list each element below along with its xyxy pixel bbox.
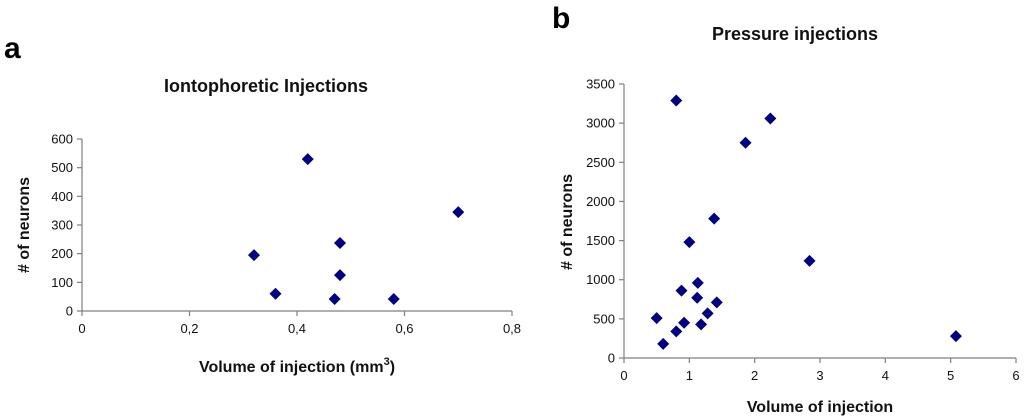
chart-b-x-tick-label: 5 xyxy=(947,368,954,383)
chart-a-y-tick-label: 200 xyxy=(51,246,73,261)
chart-a-point xyxy=(301,153,314,166)
chart-a-y-tick-label: 0 xyxy=(66,304,73,319)
chart-b-y-tick-label: 500 xyxy=(593,311,615,326)
chart-b-point xyxy=(691,276,704,289)
chart-a-point xyxy=(452,206,465,219)
chart-a-x-tick-label: 0,6 xyxy=(395,321,413,336)
chart-a-point xyxy=(334,269,346,282)
chart-a-x-label: Volume of injection (mm3) xyxy=(199,356,395,376)
chart-a-points xyxy=(248,153,465,305)
chart-a-point xyxy=(387,292,400,305)
chart-a-x-tick-label: 0,2 xyxy=(180,321,198,336)
chart-a-y-tick-label: 500 xyxy=(51,160,73,175)
chart-a-x-tick-label: 0,8 xyxy=(503,321,521,336)
chart-a-y-tick-label: 400 xyxy=(51,189,73,204)
chart-a-point xyxy=(269,287,282,300)
chart-b-y-tick-label: 1000 xyxy=(586,272,615,287)
chart-b-x-tick-label: 0 xyxy=(620,368,627,383)
chart-b-point xyxy=(739,136,752,149)
chart-b-title: Pressure injections xyxy=(712,24,878,44)
chart-b-x-tick-label: 3 xyxy=(816,368,823,383)
chart-b-point xyxy=(678,316,691,329)
chart-b-x-tick-label: 2 xyxy=(751,368,758,383)
chart-b-point xyxy=(691,291,704,304)
chart-b-x-tick-label: 4 xyxy=(882,368,889,383)
chart-b-point xyxy=(657,337,670,350)
chart-b-point xyxy=(683,236,696,249)
chart-b-x-tick-label: 6 xyxy=(1012,368,1019,383)
chart-a-y-tick-label: 300 xyxy=(51,218,73,233)
chart-b-y-tick-label: 3000 xyxy=(586,116,615,131)
chart-a-x-label-end: ) xyxy=(390,359,395,376)
chart-b-point xyxy=(701,307,714,320)
chart-b-point xyxy=(764,112,777,125)
chart-b-points xyxy=(650,94,962,350)
chart-b-point xyxy=(710,296,723,309)
chart-b-y-tick-label: 2000 xyxy=(586,194,615,209)
panel-letter-b: b xyxy=(552,2,570,35)
chart-b-point xyxy=(650,312,663,325)
chart-b-point xyxy=(695,318,708,331)
chart-b-ticks: 0 500 1000 1500 2000 2500 3000 3500 0 1 2 3 4 5 6 xyxy=(586,77,1020,384)
panel-letter-a: a xyxy=(4,32,21,65)
chart-b-point xyxy=(670,325,683,338)
chart-b-y-tick-label: 1500 xyxy=(586,233,615,248)
chart-a-x-label-main: Volume of injection (mm xyxy=(199,359,384,376)
chart-a-x-tick-label: 0 xyxy=(78,321,85,336)
chart-b-point xyxy=(670,94,683,107)
chart-b-y-tick-label: 0 xyxy=(608,351,615,366)
chart-a-x-label-sup: 3 xyxy=(384,356,390,368)
chart-b-x-tick-label: 1 xyxy=(686,368,693,383)
panel-a: a Iontophoretic Injections 0 100 200 300 400… xyxy=(4,32,521,376)
panel-b: b Pressure injections 050010001500200025… xyxy=(552,2,1020,416)
chart-a-point xyxy=(334,237,346,250)
chart-b-y-label: # of neurons xyxy=(559,174,576,270)
chart-a-y-tick-label: 600 xyxy=(51,132,73,147)
chart-b-point xyxy=(675,284,688,297)
chart-b-point xyxy=(708,212,721,225)
chart-b-y-tick-label: 2500 xyxy=(586,155,615,170)
chart-b-y-tick-label: 3500 xyxy=(586,77,615,92)
chart-a-point xyxy=(248,249,260,262)
chart-a-y-tick-label: 100 xyxy=(51,275,73,290)
chart-a-x-tick-label: 0,4 xyxy=(288,321,306,336)
chart-a-point xyxy=(328,292,341,305)
chart-a-title: Iontophoretic Injections xyxy=(164,76,368,96)
chart-b-point xyxy=(949,330,962,343)
chart-b-x-label: Volume of injection xyxy=(747,399,893,416)
chart-a-ticks: 0 100 200 300 400 500 600 0 0,2 0,4 0,6 0,8 xyxy=(51,132,521,337)
chart-b-point xyxy=(803,254,816,267)
chart-a-y-label: # of neurons xyxy=(16,177,33,273)
